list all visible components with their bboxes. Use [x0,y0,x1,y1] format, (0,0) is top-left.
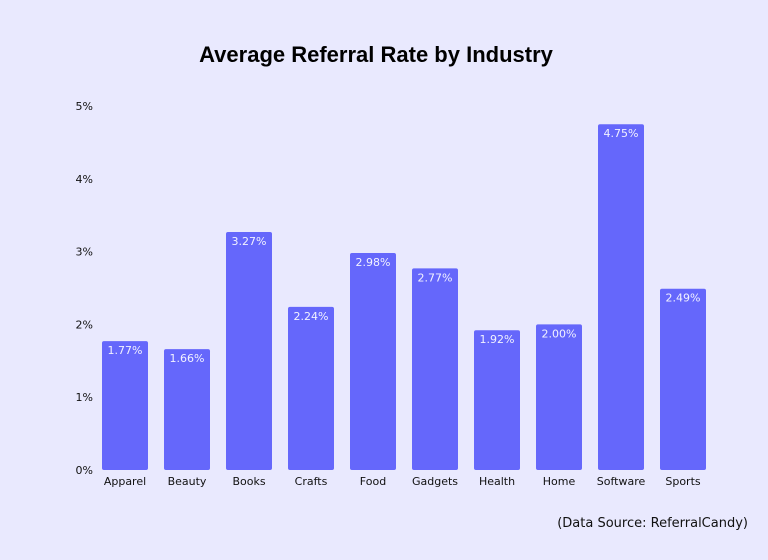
x-tick-label: Food [360,475,386,488]
bar [288,306,334,470]
x-tick-label: Beauty [168,475,207,488]
x-tick-label: Home [543,475,576,488]
x-tick-label: Apparel [104,475,146,488]
chart-title: Average Referral Rate by Industry [199,42,553,67]
data-label: 2.00% [542,327,577,340]
bar [412,268,458,470]
data-label: 1.92% [480,333,515,346]
y-tick-label: 1% [76,391,93,404]
bar [474,330,520,470]
x-tick-label: Health [479,475,515,488]
y-tick-label: 0% [76,464,93,477]
y-tick-label: 3% [76,246,93,259]
bar [598,124,644,470]
x-tick-label: Software [597,475,646,488]
x-tick-label: Sports [665,475,701,488]
bar [102,341,148,470]
bar [226,231,272,470]
y-tick-label: 5% [76,100,93,113]
data-label: 2.49% [666,292,701,305]
data-label: 1.77% [108,344,143,357]
data-label: 2.77% [418,271,453,284]
data-label: 1.66% [170,352,205,365]
bar [350,253,396,470]
x-tick-label: Gadgets [412,475,458,488]
y-tick-label: 2% [76,318,93,331]
x-tick-label: Books [232,475,265,488]
x-tick-label: Crafts [295,475,328,488]
data-source-note: (Data Source: ReferralCandy) [557,516,748,531]
bar [660,288,706,470]
y-tick-label: 4% [76,173,93,186]
data-label: 2.98% [356,256,391,269]
data-label: 4.75% [604,127,639,140]
bar [164,349,210,470]
data-label: 2.24% [294,310,329,323]
bar [536,324,582,470]
data-label: 3.27% [232,235,267,248]
